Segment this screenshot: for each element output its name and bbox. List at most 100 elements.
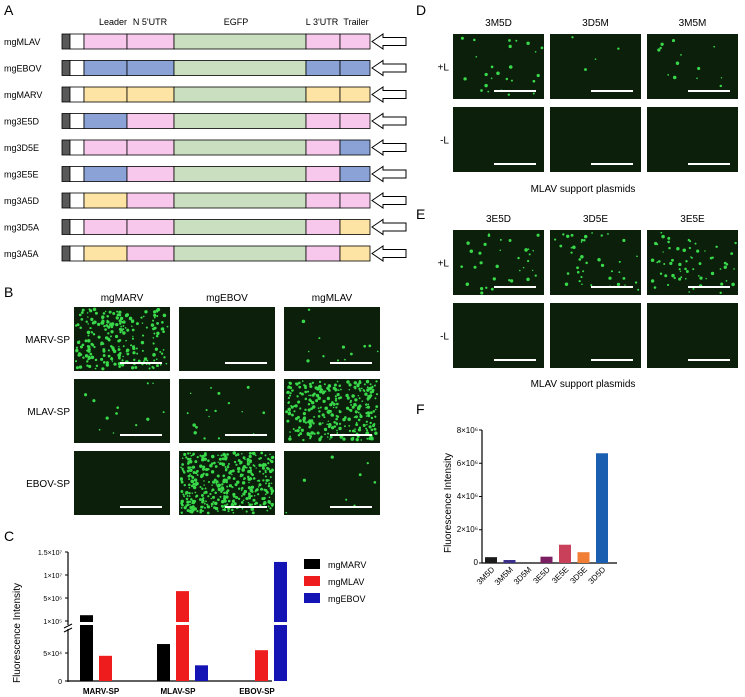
cell-dot — [102, 312, 106, 315]
cell-dot — [355, 423, 359, 427]
cell-dot — [201, 510, 204, 512]
cell-dot — [188, 459, 193, 464]
cell-dot — [187, 474, 191, 478]
cell-dot — [224, 457, 228, 461]
cell-dot — [132, 335, 134, 338]
cell-dot — [370, 428, 374, 432]
cell-dot — [221, 457, 225, 461]
cell-dot — [358, 473, 362, 477]
cell-dot — [75, 346, 79, 349]
cell-dot — [600, 263, 605, 268]
cell-dot — [212, 500, 215, 504]
cell-dot — [195, 494, 199, 498]
cell-dot — [93, 345, 96, 349]
cell-dot — [201, 487, 204, 491]
cell-dot — [203, 502, 206, 505]
cell-dot — [185, 493, 187, 495]
cell-dot — [349, 401, 352, 404]
cell-dot — [508, 239, 512, 243]
construct-segment — [305, 139, 341, 156]
construct-segment — [69, 245, 85, 262]
micrograph — [453, 34, 544, 99]
legend-swatch — [304, 593, 320, 603]
cell-dot — [308, 394, 310, 397]
cell-dot — [115, 322, 119, 327]
construct-segment — [61, 219, 71, 235]
cell-dot — [188, 495, 191, 497]
cell-dot — [485, 286, 488, 289]
cell-dot — [667, 236, 671, 240]
legend-swatch — [304, 559, 320, 569]
cell-dot — [153, 326, 157, 330]
cell-dot — [87, 345, 91, 349]
cell-dot — [153, 316, 156, 319]
cell-dot — [105, 361, 109, 365]
cell-dot — [376, 350, 379, 353]
cell-dot — [365, 431, 370, 435]
cell-dot — [288, 411, 291, 414]
cell-dot — [358, 387, 361, 390]
cell-dot — [304, 408, 307, 412]
cell-dot — [245, 496, 249, 501]
caption-d: MLAV support plasmids — [531, 184, 636, 195]
construct-segment — [69, 86, 85, 103]
cell-dot — [678, 268, 681, 271]
cell-dot — [710, 271, 715, 276]
cell-dot — [102, 342, 105, 345]
cell-dot — [580, 238, 584, 242]
cell-dot — [692, 268, 695, 271]
cell-dot — [313, 415, 316, 418]
cell-dot — [248, 481, 250, 484]
column-label: mgMARV — [101, 293, 144, 304]
cell-dot — [220, 490, 223, 493]
cell-dot — [200, 505, 204, 509]
cell-dot — [351, 405, 355, 409]
cell-dot — [266, 466, 269, 470]
cell-dot — [193, 499, 197, 503]
cell-dot — [109, 335, 112, 338]
cell-dot — [246, 462, 250, 466]
micrograph — [74, 379, 170, 443]
cell-dot — [323, 383, 326, 386]
cell-dot — [267, 500, 271, 504]
cell-dot — [672, 75, 677, 80]
cell-dot — [118, 365, 121, 368]
cell-dot — [298, 385, 302, 389]
cell-dot — [697, 66, 701, 71]
cell-dot — [262, 411, 266, 415]
cell-dot — [210, 386, 212, 389]
cell-dot — [636, 255, 638, 258]
cell-dot — [287, 407, 291, 412]
cell-dot — [469, 249, 474, 253]
construct-segment — [339, 60, 371, 76]
panel-letter-e: E — [416, 206, 425, 222]
cell-dot — [180, 499, 184, 504]
cell-dot — [81, 308, 85, 312]
cell-dot — [650, 279, 655, 283]
cell-dot — [334, 395, 337, 398]
cell-dot — [90, 342, 94, 346]
cell-dot — [107, 337, 111, 341]
cell-dot — [338, 384, 342, 387]
column-label: 3D5E — [583, 214, 608, 225]
cell-dot — [304, 397, 308, 401]
cell-dot — [78, 340, 81, 343]
cell-dot — [582, 239, 586, 242]
construct-segment — [126, 60, 175, 76]
cell-dot — [480, 287, 484, 291]
cell-dot — [103, 324, 106, 328]
category-label: 3D5E — [568, 565, 589, 586]
cell-dot — [315, 393, 320, 398]
cell-dot — [375, 405, 379, 408]
cell-dot — [131, 337, 135, 340]
cell-dot — [309, 382, 312, 386]
cell-dot — [622, 238, 626, 243]
cell-dot — [130, 344, 133, 347]
cell-dot — [220, 454, 223, 457]
construct-segment — [173, 86, 307, 103]
cell-dot — [246, 460, 249, 463]
cell-dot — [180, 490, 184, 493]
cell-dot — [317, 396, 321, 401]
cell-dot — [484, 83, 488, 88]
cell-dot — [241, 481, 246, 485]
